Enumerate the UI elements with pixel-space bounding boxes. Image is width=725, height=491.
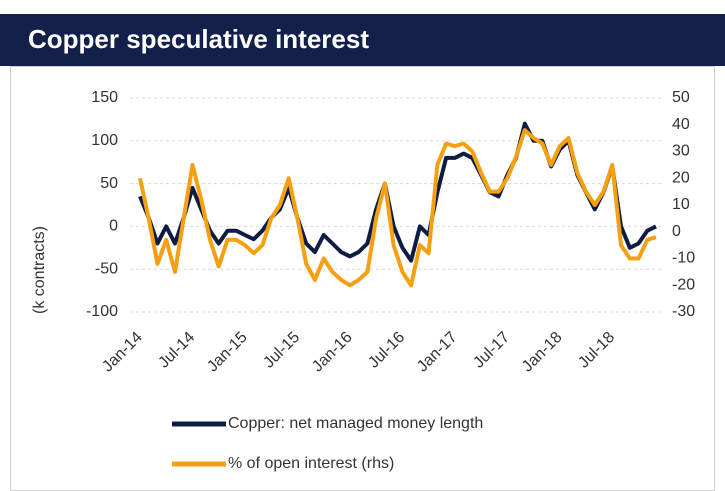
y2-tick-label: 10 <box>672 196 690 213</box>
legend-label: Copper: net managed money length <box>228 415 483 432</box>
x-tick-label: Jul-15 <box>260 329 303 372</box>
y-tick-label: 50 <box>100 175 118 192</box>
chart-title: Copper speculative interest <box>28 24 369 54</box>
x-tick-label: Jul-17 <box>470 329 513 372</box>
y-tick-label: -50 <box>95 260 118 277</box>
series-line <box>138 128 657 288</box>
y2-tick-label: -20 <box>672 276 695 293</box>
legend-label: % of open interest (rhs) <box>228 455 394 472</box>
x-tick-label: Jan-15 <box>204 329 251 376</box>
y2-tick-label: -10 <box>672 250 695 267</box>
x-tick-label: Jul-18 <box>575 329 618 372</box>
x-tick-label: Jan-14 <box>99 329 146 376</box>
y-tick-label: 150 <box>91 89 118 106</box>
y2-tick-label: 30 <box>672 143 690 160</box>
y-tick-label: 100 <box>91 132 118 149</box>
y2-tick-label: 20 <box>672 169 690 186</box>
series-line <box>138 121 657 263</box>
y-tick-label: 0 <box>109 218 118 235</box>
y2-tick-label: 50 <box>672 89 690 106</box>
y2-tick-label: 40 <box>672 116 690 133</box>
x-tick-label: Jan-17 <box>414 329 461 376</box>
y-tick-label: -100 <box>86 303 118 320</box>
y-axis-title: (k contracts) <box>31 226 48 314</box>
x-tick-label: Jul-16 <box>365 329 408 372</box>
x-tick-label: Jan-18 <box>519 329 566 376</box>
y2-tick-label: 0 <box>672 223 681 240</box>
y2-tick-label: -30 <box>672 303 695 320</box>
x-tick-label: Jan-16 <box>309 329 356 376</box>
header-band <box>0 14 725 66</box>
x-tick-label: Jul-14 <box>155 329 198 372</box>
